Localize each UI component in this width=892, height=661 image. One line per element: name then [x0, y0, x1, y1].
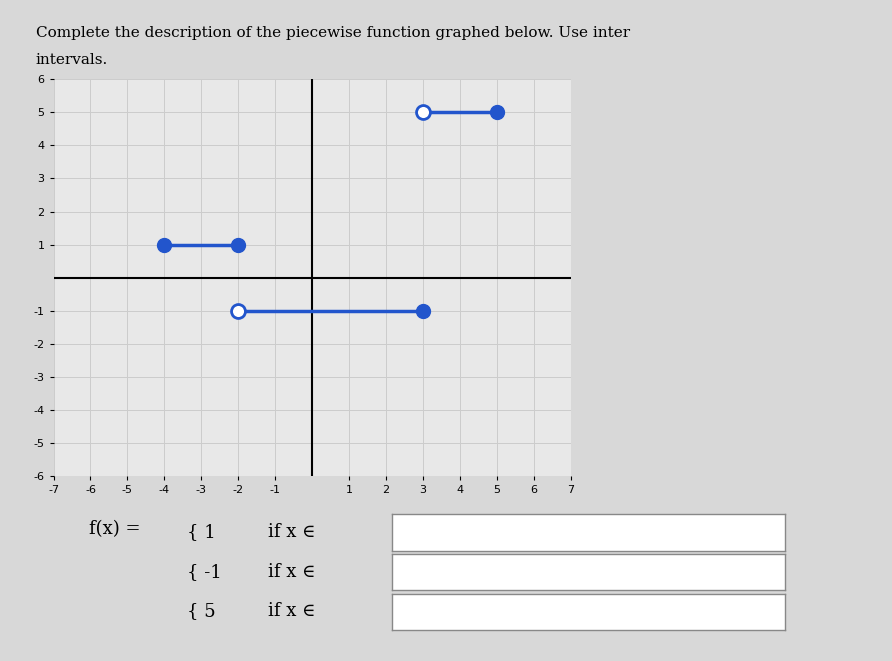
- Text: { -1: { -1: [187, 563, 222, 581]
- Text: f(x) =: f(x) =: [89, 520, 141, 538]
- Text: { 1: { 1: [187, 523, 216, 541]
- Text: { 5: { 5: [187, 602, 216, 621]
- Text: if x ∈: if x ∈: [268, 523, 315, 541]
- Text: Complete the description of the piecewise function graphed below. Use inter: Complete the description of the piecewis…: [36, 26, 630, 40]
- Text: intervals.: intervals.: [36, 53, 108, 67]
- Text: if x ∈: if x ∈: [268, 602, 315, 621]
- Text: if x ∈: if x ∈: [268, 563, 315, 581]
